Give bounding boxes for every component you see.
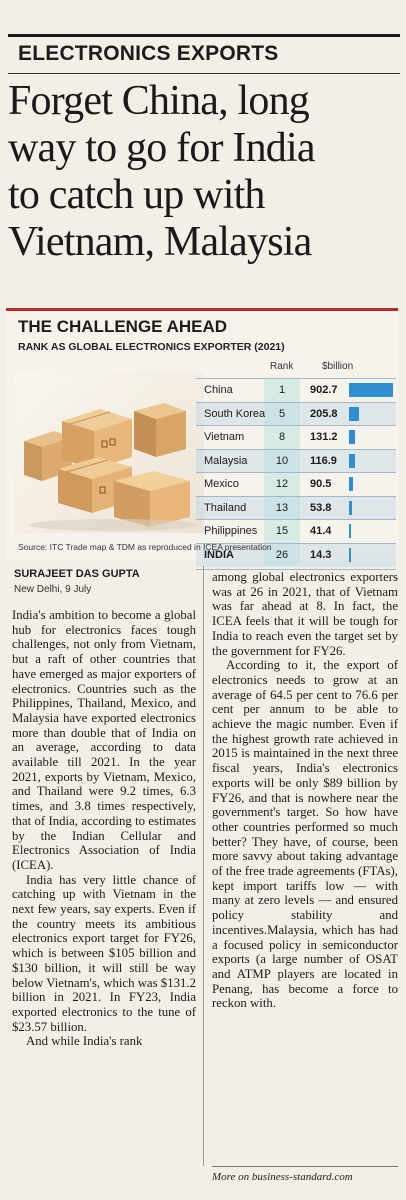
- table-row: Thailand 13 53.8: [196, 495, 396, 520]
- article-paragraph: According to it, the export of electroni…: [212, 658, 398, 1011]
- table-row: Mexico 12 90.5: [196, 472, 396, 496]
- article-column-right: among global electronics exporters was a…: [212, 570, 398, 1011]
- country-cell: Malaysia: [204, 454, 248, 467]
- country-cell: Thailand: [204, 501, 247, 514]
- value-cell: 14.3: [310, 548, 332, 561]
- rank-cell: 1: [278, 384, 286, 396]
- article-paragraph: among global electronics exporters was a…: [212, 570, 398, 658]
- rank-cell: 12: [275, 478, 289, 490]
- headline-line: to catch up with: [8, 172, 265, 218]
- dateline: New Delhi, 9 July: [14, 584, 92, 595]
- headline-line: Forget China, long: [8, 78, 310, 124]
- country-cell: Mexico: [204, 478, 239, 490]
- rank-cell: 15: [275, 525, 289, 537]
- cardboard-boxes-illustration: [14, 371, 204, 533]
- author-byline: SURAJEET DAS GUPTA: [14, 568, 140, 580]
- chart-source: Source: ITC Trade map & TDM as reproduce…: [18, 542, 272, 552]
- value-bar: [349, 524, 352, 538]
- value-bar: [349, 453, 355, 468]
- article-paragraph: And while India's rank: [26, 1034, 143, 1049]
- table-row: INDIA 26 14.3: [196, 542, 396, 567]
- value-cell: 902.7: [310, 384, 338, 396]
- value-cell: 90.5: [310, 478, 332, 490]
- column-divider: [203, 566, 204, 1166]
- rank-cell: 10: [275, 454, 289, 467]
- value-cell: 116.9: [310, 454, 337, 467]
- chart-title: THE CHALLENGE AHEAD: [18, 317, 228, 336]
- kicker-divider: [8, 73, 400, 74]
- headline-line: Vietnam, Malaysia: [8, 219, 312, 265]
- article-paragraph: India's ambition to become a global hub …: [12, 608, 196, 872]
- article-paragraph: India has very little chance of catching…: [12, 872, 196, 1034]
- value-bar: [349, 477, 354, 491]
- country-cell: China: [204, 384, 233, 396]
- table-row: China 1 902.7: [196, 378, 396, 402]
- country-cell: Vietnam: [204, 431, 245, 443]
- table-row: Philippines 15 41.4: [196, 519, 396, 543]
- rank-header: Rank: [270, 361, 294, 372]
- rank-cell: 13: [275, 501, 289, 514]
- rank-cell: 8: [278, 431, 286, 443]
- chart-subtitle: RANK AS GLOBAL ELECTRONICS EXPORTER (202…: [18, 341, 285, 353]
- section-kicker: ELECTRONICS EXPORTS: [18, 42, 279, 65]
- infographic-box: THE CHALLENGE AHEAD RANK AS GLOBAL ELECT…: [6, 308, 398, 570]
- value-cell: 41.4: [310, 525, 332, 537]
- value-bar: [349, 547, 351, 562]
- table-row: Vietnam 8 131.2: [196, 425, 396, 449]
- more-link[interactable]: More on business-standard.com: [212, 1166, 398, 1183]
- headline: Forget China, long way to go for India t…: [8, 78, 400, 266]
- value-bar: [349, 383, 393, 397]
- table-bottom-rule: [196, 569, 396, 570]
- country-cell: South Korea: [204, 407, 266, 420]
- article-column-left: India's ambition to become a global hub …: [12, 608, 196, 1049]
- value-cell: 205.8: [310, 407, 338, 420]
- headline-line: way to go for India: [8, 125, 316, 171]
- rank-cell: 5: [278, 407, 286, 420]
- value-header: $billion: [322, 361, 354, 372]
- country-cell: Philippines: [204, 525, 258, 537]
- value-cell: 53.8: [310, 501, 332, 514]
- rank-cell: 26: [275, 548, 289, 561]
- table-row: South Korea 5 205.8: [196, 401, 396, 426]
- value-bar: [349, 406, 360, 421]
- value-bar: [349, 500, 352, 515]
- country-cell: INDIA: [204, 548, 234, 561]
- value-cell: 131.2: [310, 431, 338, 443]
- top-rule: [8, 34, 400, 37]
- table-row: Malaysia 10 116.9: [196, 448, 396, 473]
- value-bar: [349, 430, 356, 444]
